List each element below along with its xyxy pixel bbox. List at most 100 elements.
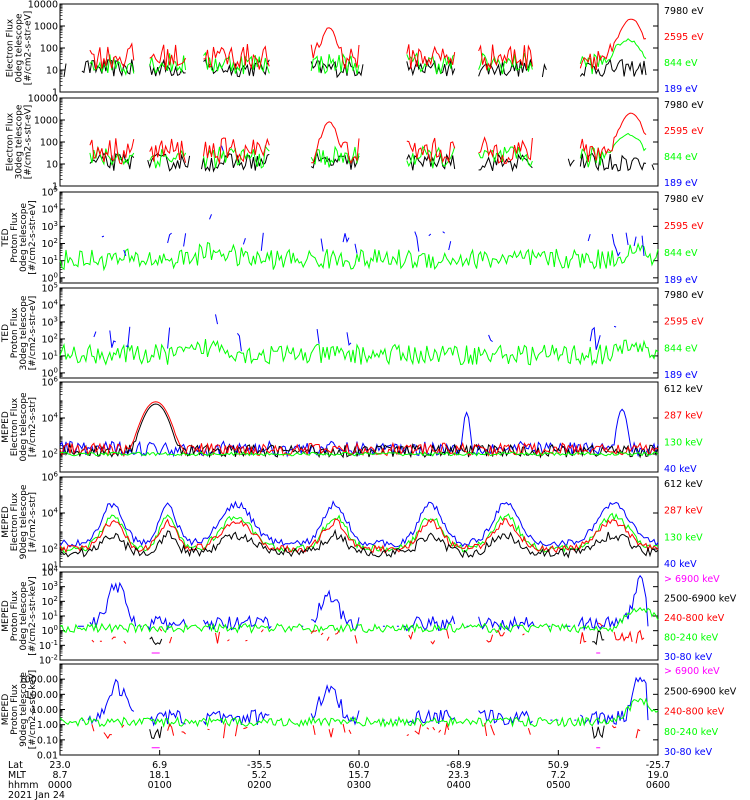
- y-tick-label: 105: [41, 282, 58, 295]
- y-axis-label: [#/cm2-s-str-keV]: [28, 576, 38, 655]
- panel-2: 1 10 100 1000 10000 Electron Flux 30deg telesc…: [6, 94, 705, 193]
- x-tick-label: 15.7: [348, 770, 369, 781]
- legend-entry: 844 eV: [664, 343, 698, 354]
- series-red: [89, 112, 647, 165]
- series-green: [59, 242, 659, 272]
- y-axis-label: Proton Flux: [10, 307, 20, 358]
- y-axis-label: 0deg telescope: [19, 581, 29, 651]
- y-tick-label: 106: [41, 471, 58, 484]
- x-tick-label: -35.5: [247, 760, 272, 771]
- x-tick-label: 0300: [347, 780, 371, 791]
- legend-entry: 130 keV: [664, 532, 703, 543]
- y-axis-label: 0deg telescope: [19, 203, 29, 273]
- legend-entry: 612 keV: [664, 479, 703, 490]
- y-axis-label: Proton Flux: [10, 684, 20, 735]
- series-red: [59, 518, 659, 554]
- legend-entry: 189 eV: [664, 370, 698, 381]
- y-axis-label: Electron Flux: [10, 492, 20, 551]
- x-tick-label: 0200: [247, 780, 271, 791]
- y-axis-label: MEPED: [1, 694, 11, 726]
- series-blue: [94, 314, 638, 351]
- x-tick-label: 50.9: [548, 760, 569, 771]
- x-axis-row-label: MLT: [8, 770, 26, 781]
- legend-entry: 7980 eV: [664, 100, 704, 111]
- y-tick-label: 101: [41, 349, 58, 362]
- legend-entry: 2500-6900 keV: [664, 686, 737, 697]
- series-green: [89, 38, 647, 76]
- y-tick-label: 0.10: [37, 735, 58, 746]
- panel-frame: [59, 663, 659, 756]
- series-green: [59, 607, 659, 634]
- series-black: [149, 630, 605, 646]
- y-tick-label: 100: [40, 44, 58, 55]
- legend-entry: 189 eV: [664, 84, 698, 95]
- x-tick-label: 7.2: [551, 770, 566, 781]
- x-axis-row-label: Lat: [8, 760, 23, 771]
- y-tick-label: 101: [41, 254, 58, 267]
- panel-1: 1 10 100 1000 10000 Electron Flux 0deg telesco…: [6, 0, 705, 99]
- y-tick-label: 100.00: [25, 690, 58, 701]
- y-tick-label: 102: [41, 543, 58, 556]
- legend-entry: 80-240 keV: [664, 727, 719, 738]
- x-tick-label: 18.1: [149, 770, 170, 781]
- panel-frame: [59, 476, 659, 568]
- x-tick-label: 19.0: [647, 770, 668, 781]
- x-tick-label: 60.0: [348, 760, 369, 771]
- y-axis-label: 0deg telescope: [19, 392, 29, 462]
- y-axis-label: Electron Flux: [10, 397, 20, 456]
- legend-entry: 2595 eV: [664, 221, 704, 232]
- panel-frame: [59, 191, 659, 284]
- y-tick-label: 1: [52, 182, 58, 193]
- legend-entry: 130 keV: [664, 437, 703, 448]
- legend-entry: > 6900 keV: [664, 666, 720, 677]
- y-tick-label: 102: [41, 595, 58, 608]
- y-axis-label: Proton Flux: [10, 212, 20, 263]
- y-tick-label: 10: [46, 160, 58, 171]
- y-tick-label: 100: [40, 138, 58, 149]
- x-tick-label: 0100: [148, 780, 172, 791]
- y-tick-label: 104: [41, 507, 58, 520]
- legend-entry: 844 eV: [664, 248, 698, 259]
- y-axis-label: [#/cm2-s-str-eV]: [24, 11, 34, 86]
- y-tick-label: 0.01: [37, 751, 58, 762]
- panel-frame: [59, 571, 659, 661]
- legend-entry: 2500-6900 keV: [664, 594, 737, 605]
- y-tick-label: 10: [46, 66, 58, 77]
- y-axis-label: Electron Flux: [6, 112, 16, 171]
- legend-entry: 287 keV: [664, 411, 703, 422]
- x-tick-label: 0000: [48, 780, 72, 791]
- panel-8: 0.01 0.10 1.00 10.00 100.00 1000.00 MEPED Proto…: [1, 663, 737, 762]
- y-axis-label: 0deg telescope: [15, 13, 25, 83]
- x-tick-label: 23.3: [448, 770, 469, 781]
- x-axis-row-label: hhmm: [8, 780, 39, 791]
- y-axis-label: MEPED: [1, 411, 11, 443]
- x-tick-label: 0500: [546, 780, 570, 791]
- y-axis-label: Proton Flux: [10, 590, 20, 641]
- legend-entry: 7980 eV: [664, 194, 704, 205]
- panel-frame: [59, 381, 659, 473]
- y-tick-label: 102: [41, 237, 58, 250]
- y-axis-label: [#/cm2-s-str-eV]: [28, 296, 38, 371]
- y-tick-label: 104: [41, 412, 58, 425]
- series-red: [92, 723, 646, 738]
- y-axis-label: [#/cm2-s-str]: [28, 397, 38, 457]
- y-tick-label: 1000: [34, 22, 58, 33]
- y-tick-label: 104: [41, 298, 58, 311]
- y-tick-label: 104: [41, 203, 58, 216]
- legend-entry: 240-800 keV: [664, 707, 725, 718]
- y-axis-label: 30deg telescope: [15, 104, 25, 179]
- x-tick-label: 5.2: [252, 770, 267, 781]
- y-axis-label: Electron Flux: [6, 18, 16, 77]
- x-tick-label: 0400: [447, 780, 471, 791]
- y-tick-label: 103: [41, 315, 58, 328]
- y-tick-label: 102: [41, 448, 58, 461]
- y-axis-label: TED: [1, 324, 11, 343]
- y-axis-label: TED: [1, 228, 11, 247]
- y-tick-label: 10000: [28, 0, 58, 11]
- legend-entry: 612 keV: [664, 384, 703, 395]
- series-blue: [78, 576, 652, 631]
